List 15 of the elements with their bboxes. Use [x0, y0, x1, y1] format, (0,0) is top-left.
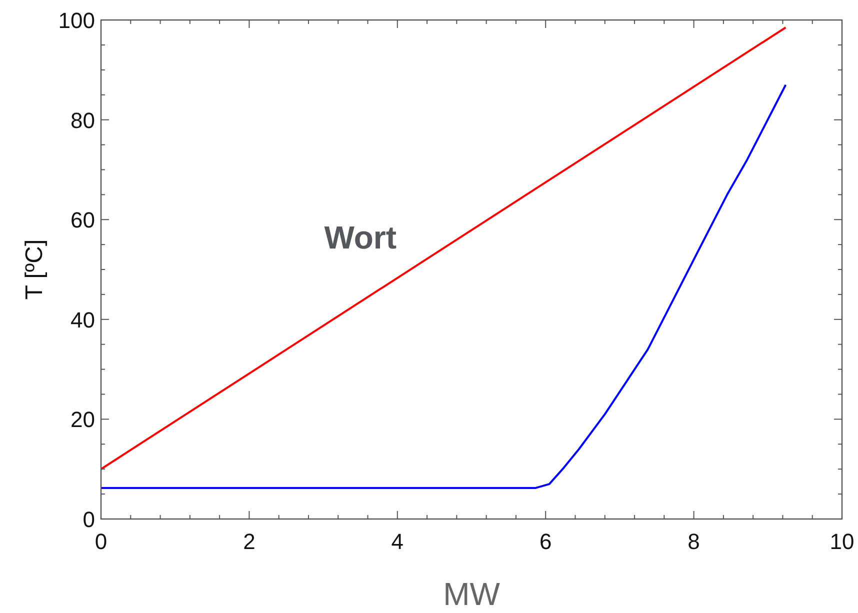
x-tick-label: 10: [830, 529, 854, 554]
x-tick-label: 4: [391, 529, 404, 554]
x-tick-label: 8: [688, 529, 700, 554]
x-tick-label: 6: [539, 529, 552, 554]
y-tick-label: 20: [70, 407, 95, 432]
y-tick-label: 100: [58, 8, 95, 33]
y-tick-label: 80: [70, 108, 95, 133]
y-tick-label: 40: [70, 307, 95, 332]
annotation: Wort: [324, 219, 397, 256]
x-tick-label: 2: [243, 529, 256, 554]
y-tick-label: 60: [70, 208, 95, 233]
y-axis-title: T [ºC]: [21, 239, 48, 300]
y-tick-label: 0: [82, 507, 95, 532]
x-axis-title: MW: [443, 576, 501, 612]
line-series: [100, 84, 787, 490]
